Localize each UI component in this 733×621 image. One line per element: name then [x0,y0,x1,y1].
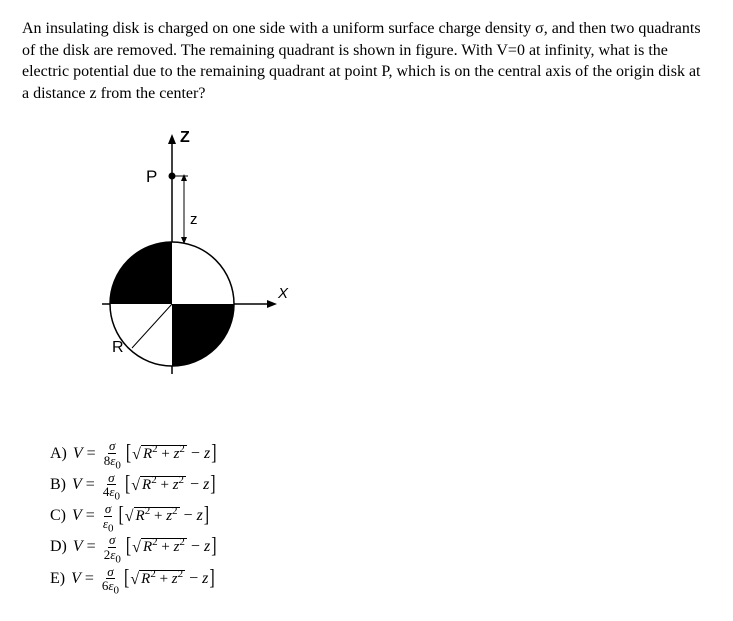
r-var: R [136,508,145,524]
r-var: R [143,446,152,462]
var-v: V [71,570,81,588]
r-var: R [143,539,152,555]
answer-b: B) V = σ 4ε0 [ √R2 + z2 − z ] [50,471,711,499]
numerator: σ [108,439,116,454]
point-p-label: P [146,167,157,186]
eps-sub: 0 [114,585,120,597]
z-axis-label: Z [180,129,190,146]
var-v: V [72,507,82,525]
answer-d: D) V = σ 2ε0 [ √R2 + z2 − z ] [50,533,711,561]
answer-c: C) V = σ ε0 [ √R2 + z2 − z ] [50,502,711,530]
answer-label: D) [50,538,67,556]
z-var: z [203,476,209,493]
answer-label: A) [50,445,67,463]
var-v: V [73,538,83,556]
numerator: σ [108,533,116,548]
question-text: An insulating disk is charged on one sid… [22,18,711,104]
answer-label: B) [50,476,66,494]
var-v: V [73,445,83,463]
answer-a: A) V = σ 8ε0 [ √R2 + z2 − z ] [50,439,711,467]
var-v: V [72,476,82,494]
z-var: z [197,507,203,524]
answer-label: E) [50,570,65,588]
numerator: σ [107,471,115,486]
r-var: R [142,477,151,493]
z-var: z [204,445,210,462]
answer-list: A) V = σ 8ε0 [ √R2 + z2 − z ] B) V = σ 4… [50,439,711,592]
numerator: σ [106,565,114,580]
answer-label: C) [50,507,66,525]
numerator: σ [104,502,112,517]
radius-label: R [112,339,124,356]
answer-e: E) V = σ 6ε0 [ √R2 + z2 − z ] [50,565,711,593]
z-dist-label: z [190,211,198,228]
x-axis-label: X [277,285,289,302]
z-var: z [202,570,208,587]
z-var: z [204,538,210,555]
r-var: R [141,571,150,587]
diagram-figure: Z X R P z [72,124,711,409]
